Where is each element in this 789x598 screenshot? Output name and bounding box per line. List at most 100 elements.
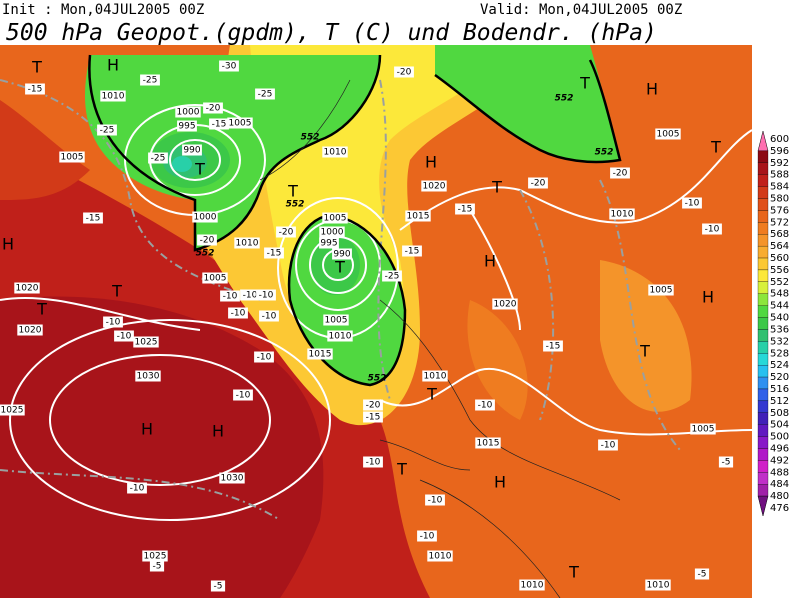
temperature-label: -10 (257, 353, 272, 363)
isobar-label: 995 (178, 122, 195, 132)
temperature-label-box (127, 482, 147, 494)
isobar-label: 1000 (321, 228, 344, 238)
colorbar-swatch (757, 353, 769, 366)
pressure-center: T (36, 300, 47, 319)
temperature-label-box (425, 494, 445, 506)
temperature-label-box (148, 152, 168, 164)
colorbar-label: 504 (770, 420, 789, 431)
temperature-label: -5 (214, 582, 223, 592)
colorbar-label: 484 (770, 479, 789, 490)
temperature-label-box (197, 234, 217, 246)
isobar-label-box (219, 472, 245, 484)
temperature-label-box (254, 351, 274, 363)
isobar-label-box (142, 550, 168, 562)
temperature-label-box (402, 245, 422, 257)
temperature-label: -10 (223, 292, 238, 302)
geopotential-label: 552 (595, 148, 614, 158)
isobar-label: 1005 (657, 130, 680, 140)
temperature-label: -20 (366, 401, 381, 411)
geopotential-label: 552 (301, 133, 320, 143)
temperature-label-box (83, 212, 103, 224)
isobar-label-box (59, 151, 85, 163)
valid-time: Valid: Mon,04JUL2005 00Z (480, 2, 682, 18)
isobar-label: 1030 (137, 372, 160, 382)
isobar-label: 1005 (61, 153, 84, 163)
temperature-label-box (543, 340, 563, 352)
map-title: 500 hPa Geopot.(gpdm), T (C) und Bodendr… (6, 20, 657, 46)
isobar-label-box (519, 579, 545, 591)
temperature-label-box (528, 177, 548, 189)
map-area (0, 45, 753, 598)
temperature-label: -25 (143, 76, 158, 86)
colorbar-label: 564 (770, 241, 789, 252)
temperature-label: -20 (531, 179, 546, 189)
isobar-label: 1000 (177, 108, 200, 118)
colorbar-label: 512 (770, 396, 789, 407)
temperature-label-box (718, 456, 734, 468)
temperature-label: -5 (698, 570, 707, 580)
temperature-label: -5 (722, 458, 731, 468)
isobar-label: 1010 (424, 372, 447, 382)
colorbar-label: 500 (770, 432, 789, 443)
isobar-label-box (307, 348, 333, 360)
isobar-label: 1005 (229, 119, 252, 129)
isobar-label: 1020 (16, 284, 39, 294)
temperature-label: -25 (100, 126, 115, 136)
temperature-label: -10 (420, 532, 435, 542)
colorbar-label: 584 (770, 182, 789, 193)
isobar-label: 1010 (429, 552, 452, 562)
colorbar-label: 476 (770, 503, 789, 514)
temperature-label: -10 (243, 291, 258, 301)
colorbar-label: 480 (770, 491, 789, 502)
temperature-label-box (694, 568, 710, 580)
pressure-center: H (646, 80, 658, 99)
isobar-label: 1005 (324, 214, 347, 224)
temperature-label-box (210, 580, 226, 592)
colorbar-swatch (757, 174, 769, 187)
temperature-label: -15 (458, 205, 473, 215)
colorbar-swatch (757, 317, 769, 330)
colorbar-swatch (757, 257, 769, 271)
temperature-label: -10 (231, 309, 246, 319)
pressure-center: H (484, 252, 496, 271)
temperature-label: -25 (151, 154, 166, 164)
isobar-label-box (133, 336, 159, 348)
isobar-label: 995 (320, 239, 337, 249)
temperature-label: -10 (236, 391, 251, 401)
temperature-label: -15 (267, 249, 282, 259)
isobar-label: 1015 (309, 350, 332, 360)
isobar-label-box (135, 370, 161, 382)
colorbar-swatch (757, 412, 769, 425)
pressure-center: T (639, 342, 650, 361)
isobar-label: 1005 (325, 316, 348, 326)
isobar-label-box (177, 120, 197, 132)
colorbar-label: 544 (770, 301, 789, 312)
temperature-label-box (259, 310, 279, 322)
isobar-label: 1000 (194, 213, 217, 223)
isobar-label: 1020 (423, 182, 446, 192)
temperature-label-box (240, 289, 260, 301)
temperature-label-box (233, 389, 253, 401)
colorbar-label: 516 (770, 384, 789, 395)
colorbar-swatch (757, 388, 769, 402)
colorbar-label: 568 (770, 229, 789, 240)
colorbar-swatch (757, 162, 769, 175)
temperature-label: -20 (279, 228, 294, 238)
isobar-label-box (609, 208, 635, 220)
isobar-label-box (322, 212, 348, 224)
pressure-center: H (141, 420, 153, 439)
isobar-label-box (475, 437, 501, 449)
colorbar-swatch (757, 245, 769, 259)
temperature-label-box (256, 289, 276, 301)
geopotential-label: 552 (286, 200, 305, 210)
temperature-label-box (363, 411, 383, 423)
isobar-label-box (655, 128, 681, 140)
temperature-label-box (103, 316, 123, 328)
isobar-label: 1020 (494, 300, 517, 310)
isobar-label: 1025 (144, 552, 167, 562)
colorbar-swatch (757, 222, 769, 235)
field-orange2 (467, 300, 528, 420)
isobar-label-box (182, 144, 202, 156)
isobar-label: 1005 (204, 274, 227, 284)
